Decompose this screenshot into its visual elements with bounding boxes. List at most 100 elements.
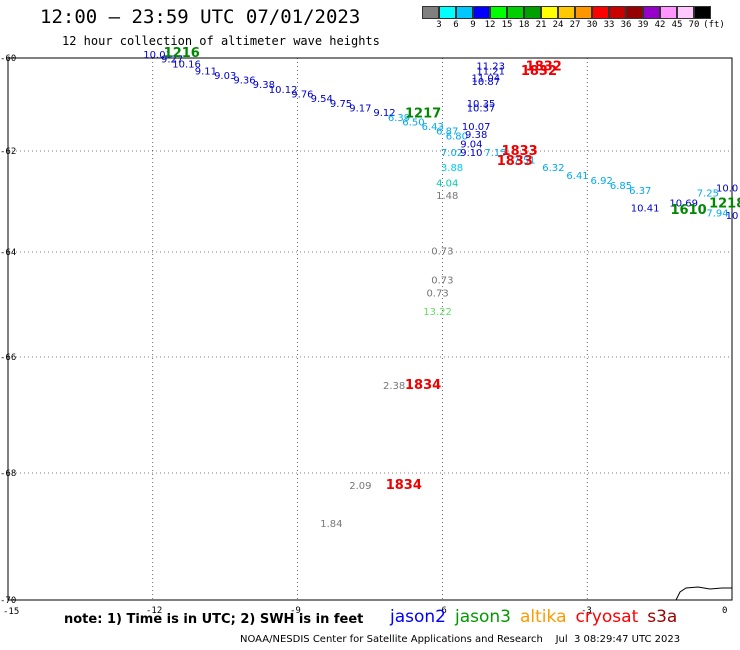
wave-height-value: 7.02	[441, 148, 463, 159]
wave-height-value: 9.38	[253, 80, 275, 91]
x-tick-label: -9	[290, 606, 301, 616]
y-tick-label: -66	[0, 353, 16, 363]
x-tick-label: -6	[436, 606, 447, 616]
wave-height-value: 9.75	[330, 99, 352, 110]
x-tick-label: -12	[146, 606, 162, 616]
legend-label: 6	[453, 20, 459, 30]
wave-height-value: 10.16	[172, 59, 201, 70]
wave-height-value: 9.11	[195, 66, 217, 77]
legend-label: 24	[552, 20, 564, 30]
pass-time-label: 1833	[497, 154, 533, 169]
y-tick-label: -68	[0, 469, 16, 479]
pass-time-label: 1216	[164, 46, 200, 61]
legend-swatch	[609, 6, 626, 19]
pass-time-label: 1832	[526, 60, 562, 75]
wave-height-value: 9.54	[311, 94, 333, 105]
wave-height-value: 11.23	[476, 62, 505, 73]
wave-height-value: 7.25	[697, 188, 719, 199]
legend-swatch	[677, 6, 694, 19]
wave-height-value: 10.37	[467, 103, 496, 114]
legend-swatch	[490, 6, 507, 19]
wave-height-value: 10.12	[269, 85, 298, 96]
legend-label: 12	[484, 20, 496, 30]
legend-label: 18	[518, 20, 530, 30]
wave-height-value: 6.87	[436, 127, 458, 138]
legend-label: 9	[470, 20, 476, 30]
color-legend: 3 6 9 12 15 18 21 24 27 30 33 36 39 42 45 70 (ft)	[422, 6, 725, 33]
pass-time-label: 1218	[709, 197, 740, 212]
legend-label: 36	[620, 20, 632, 30]
wave-height-value: 2.38	[383, 381, 405, 392]
wave-height-value: 9.36	[233, 76, 255, 87]
wave-height-value: 6.32	[542, 163, 564, 174]
legend-swatch	[626, 6, 643, 19]
coastline	[675, 586, 732, 601]
legend-swatch	[558, 6, 575, 19]
legend-swatch	[456, 6, 473, 19]
legend-swatches	[422, 6, 711, 19]
legend-label: 15	[501, 20, 513, 30]
credit-text: NOAA/NESDIS Center for Satellite Applica…	[240, 634, 681, 645]
wave-height-value: 9.38	[465, 130, 487, 141]
y-tick-label: -60	[0, 54, 16, 64]
legend-label: 3	[436, 20, 442, 30]
wave-height-value: 10.69	[669, 199, 698, 210]
wave-height-value: 9.12	[373, 108, 395, 119]
wave-height-value: 13.22	[423, 307, 452, 318]
wave-height-value: 6.43	[422, 122, 444, 133]
legend-label: 70	[688, 20, 700, 30]
pass-time-label: 1834	[405, 378, 441, 393]
legend-label: 30	[586, 20, 598, 30]
legend-label: 42	[654, 20, 666, 30]
wave-height-value: 9.04	[460, 139, 482, 150]
y-tick-label: -64	[0, 248, 16, 258]
satellite-label-jason3: jason3	[455, 607, 511, 627]
wave-height-value: 9.03	[214, 71, 236, 82]
legend-swatch	[660, 6, 677, 19]
wave-height-value: 9.76	[291, 90, 313, 101]
legend-swatch	[694, 6, 711, 19]
wave-height-value: 6.39	[388, 113, 410, 124]
wave-height-value: 0.73	[426, 289, 448, 300]
wave-height-value: 6.80	[446, 131, 468, 142]
wave-height-value: 3.88	[441, 163, 463, 174]
wave-height-value: 0.73	[431, 247, 453, 258]
legend-swatch	[507, 6, 524, 19]
wave-height-value: 7.15	[484, 148, 506, 159]
map-frame	[7, 57, 733, 601]
wave-height-value: 10.41	[631, 204, 660, 215]
wave-height-value: 10.01	[143, 50, 172, 61]
pass-time-label: 1217	[405, 107, 441, 122]
wave-height-value: 10.07	[462, 122, 491, 133]
legend-label: 39	[637, 20, 649, 30]
wave-height-value: 6.37	[629, 186, 651, 197]
wave-height-value: 9.10	[460, 148, 482, 159]
wave-height-value: 10.0	[716, 183, 738, 194]
wave-height-value: 11.04	[472, 73, 501, 84]
legend-swatch	[439, 6, 456, 19]
legend-label: 21	[535, 20, 547, 30]
legend-swatch	[575, 6, 592, 19]
wave-height-value: 2.09	[349, 481, 371, 492]
wave-height-value: 7.51	[513, 156, 535, 167]
wave-height-value: 9.27	[161, 55, 183, 66]
wave-height-value: 10.87	[472, 77, 501, 88]
wave-height-value: 6.41	[566, 171, 588, 182]
wave-height-value: 6.92	[591, 176, 613, 187]
wave-height-value: 10	[726, 211, 739, 222]
x-tick-label: 0	[722, 606, 727, 616]
legend-label: 27	[569, 20, 581, 30]
wave-height-value: 6.85	[610, 181, 632, 192]
legend-swatch	[524, 6, 541, 19]
legend-label: 45	[671, 20, 683, 30]
map-title: 12:00 – 23:59 UTC 07/01/2023	[40, 6, 361, 28]
satellite-label-cryosat: cryosat	[575, 607, 639, 627]
wave-height-value: 1.84	[320, 519, 342, 530]
legend-swatch	[541, 6, 558, 19]
legend-swatch	[643, 6, 660, 19]
wave-height-value: 6.50	[402, 117, 424, 128]
legend-label: 33	[603, 20, 615, 30]
legend-unit: (ft)	[703, 20, 725, 30]
y-tick-label: -70	[0, 596, 16, 606]
satellite-label-jason2: jason2	[390, 607, 446, 627]
